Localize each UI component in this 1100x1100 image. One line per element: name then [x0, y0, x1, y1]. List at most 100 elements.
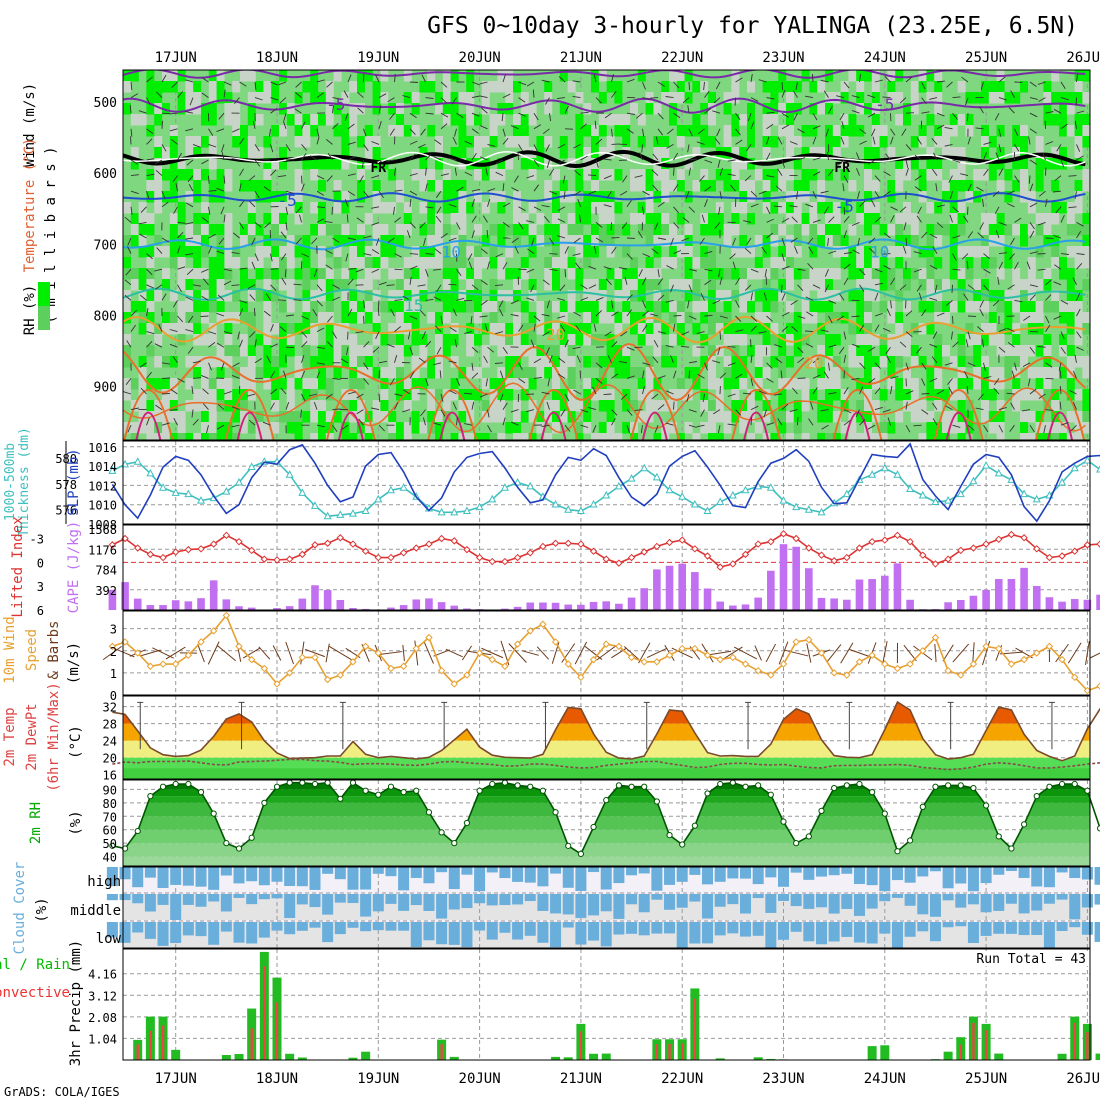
rh-cell [598, 389, 607, 401]
rh-cell [263, 312, 272, 324]
rh-cell [544, 279, 553, 291]
rh-cell [676, 378, 685, 390]
rh-cell [388, 290, 397, 302]
cloud-cell [537, 922, 549, 943]
rh-cell [1082, 257, 1090, 269]
rh-cell [864, 224, 872, 236]
rh-cell [528, 411, 537, 423]
wind-barb [874, 406, 883, 411]
rh-cell [193, 213, 202, 225]
thickness-series-marker [184, 489, 193, 498]
rh-cell [419, 257, 428, 269]
thickness-series-marker [171, 488, 180, 496]
wind-barb [859, 128, 867, 135]
wind-barb [440, 233, 448, 239]
wind-barb [781, 284, 783, 293]
rh-cell [1043, 356, 1052, 368]
wind-barb [665, 422, 674, 426]
rh-cell [450, 103, 459, 115]
wind-speed-series-marker [703, 651, 712, 659]
isotherm-label: FR [370, 161, 386, 176]
wind-barb [129, 105, 132, 114]
rh-cell [832, 367, 841, 379]
rh-cell [567, 290, 576, 302]
wind-barb [998, 261, 1004, 270]
rh-cell [723, 169, 732, 181]
wind-barb [316, 92, 324, 98]
precip-conv-bar [149, 1030, 152, 1060]
rh-cell [372, 147, 381, 159]
rh-cell [403, 301, 412, 313]
rh-cell [232, 433, 241, 440]
rh-cell [598, 356, 607, 368]
rh-cell [864, 268, 872, 280]
wind-barb [967, 284, 975, 291]
wind-barb [622, 175, 628, 183]
wind-barb [855, 152, 860, 161]
rh-cell [817, 433, 826, 440]
wind-barb [595, 97, 602, 104]
rh-cell [934, 389, 943, 401]
wind-barb [417, 284, 426, 287]
rh-cell [731, 180, 740, 192]
wind-barb [994, 112, 1000, 121]
wind-barb [530, 284, 535, 293]
cloud-cell [651, 867, 663, 891]
cloud-cell [309, 894, 321, 908]
cape-bar [994, 579, 1003, 610]
wind-barb [843, 331, 847, 340]
rh-cell [700, 334, 709, 346]
wind-barb [533, 124, 542, 130]
wind-barb [966, 261, 969, 270]
cloud-cell [220, 867, 232, 876]
rh-cell [513, 345, 521, 357]
warm-contour [641, 411, 668, 440]
rh-cell [154, 411, 163, 423]
rh-cell [201, 235, 209, 247]
wind-barb [936, 222, 944, 229]
wind-barb [471, 153, 477, 161]
rh-cell [208, 389, 217, 401]
thickness-series-marker [931, 497, 940, 505]
wind-barb [526, 409, 535, 413]
wind-speed-series-marker [602, 640, 610, 648]
rh-cell [1082, 356, 1090, 368]
wind-speed-series-marker [1020, 655, 1028, 664]
date-label-bottom: 21JUN [560, 1071, 602, 1087]
rh-cell [419, 246, 428, 258]
rh-cell [739, 356, 748, 368]
rh-cell [224, 103, 233, 115]
rh-cell [669, 422, 677, 434]
wind-barb [963, 370, 969, 379]
rh-cell [536, 345, 545, 357]
wind-barb [704, 362, 708, 371]
wind-barb [899, 206, 907, 213]
rh-cell [747, 301, 755, 313]
rh-cell [825, 224, 833, 236]
rh-cell [528, 158, 537, 170]
wind-barb [394, 73, 396, 83]
rh-cell [372, 257, 381, 269]
rh-cell [357, 136, 365, 148]
cloud-cell [309, 922, 321, 928]
wind-barb [192, 284, 201, 287]
rh-cell [895, 70, 904, 82]
rh-cell [708, 92, 716, 104]
wind-barb [283, 113, 287, 122]
rh-cell [255, 290, 264, 302]
isotherm-line [123, 238, 1086, 251]
rh-cell [583, 235, 592, 247]
rh-cell [1059, 158, 1067, 170]
wind-barb [699, 237, 705, 245]
wind-barb [223, 268, 232, 272]
rh-cell [895, 290, 904, 302]
rh-cell [747, 268, 755, 280]
wind-barb [1008, 107, 1015, 114]
rh-cell [981, 257, 989, 269]
cloud-cell [626, 867, 638, 876]
rh-cell [817, 279, 826, 291]
rh-cell [715, 268, 724, 280]
rh-cell [598, 400, 607, 412]
wind-barb [1029, 159, 1037, 165]
